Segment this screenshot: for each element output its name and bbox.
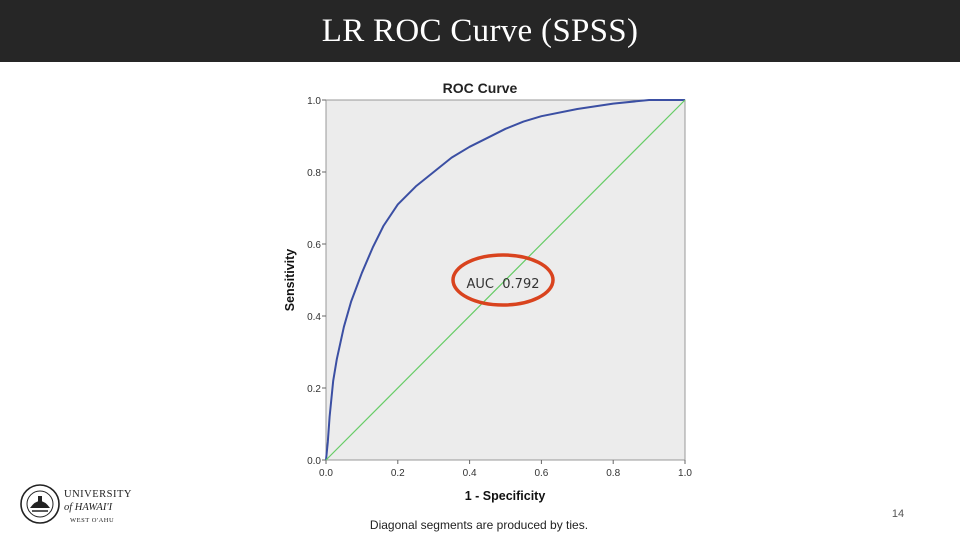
- title-bar: LR ROC Curve (SPSS): [0, 0, 960, 62]
- series-layer: [325, 99, 686, 461]
- x-tick-label: 0.0: [319, 468, 333, 479]
- axis-layer: 0.0 0.2 0.4 0.6 0.8 1.0 0.0 0.2 0.4 0.6 0.8 1.0: [307, 96, 692, 479]
- seal-icon: [20, 484, 60, 524]
- x-tick-label: 1.0: [678, 468, 692, 479]
- x-tick-label: 0.8: [606, 468, 620, 479]
- y-axis-title: Sensitivity: [283, 249, 297, 312]
- footnote: Diagonal segments are produced by ties.: [370, 518, 588, 532]
- y-tick-label: 0.6: [307, 240, 321, 251]
- university-logo: UNIVERSITY of HAWAI'I WEST O'AHU: [20, 484, 132, 524]
- logo-line-2: of HAWAI'I: [64, 502, 113, 513]
- x-axis-title: 1 - Specificity: [465, 489, 546, 503]
- logo-line-1: UNIVERSITY: [64, 489, 132, 500]
- slide-number: 14: [891, 508, 905, 520]
- y-tick-label: 0.8: [307, 168, 321, 179]
- y-tick-label: 0.2: [307, 384, 321, 395]
- x-tick-label: 0.4: [463, 468, 477, 479]
- y-tick-label: 0.4: [307, 312, 321, 323]
- chart-title: ROC Curve: [443, 80, 518, 96]
- auc-circle: [451, 253, 555, 307]
- reference-diagonal-line: [325, 99, 686, 461]
- y-tick-label: 1.0: [307, 96, 321, 107]
- auc-label: AUC 0.792: [467, 277, 540, 292]
- logo-line-3: WEST O'AHU: [70, 517, 114, 524]
- slide-title: LR ROC Curve (SPSS): [321, 12, 639, 49]
- roc-curve-line: [325, 99, 685, 461]
- x-tick-label: 0.6: [534, 468, 548, 479]
- y-tick-label: 0.0: [307, 456, 321, 467]
- x-tick-label: 0.2: [391, 468, 405, 479]
